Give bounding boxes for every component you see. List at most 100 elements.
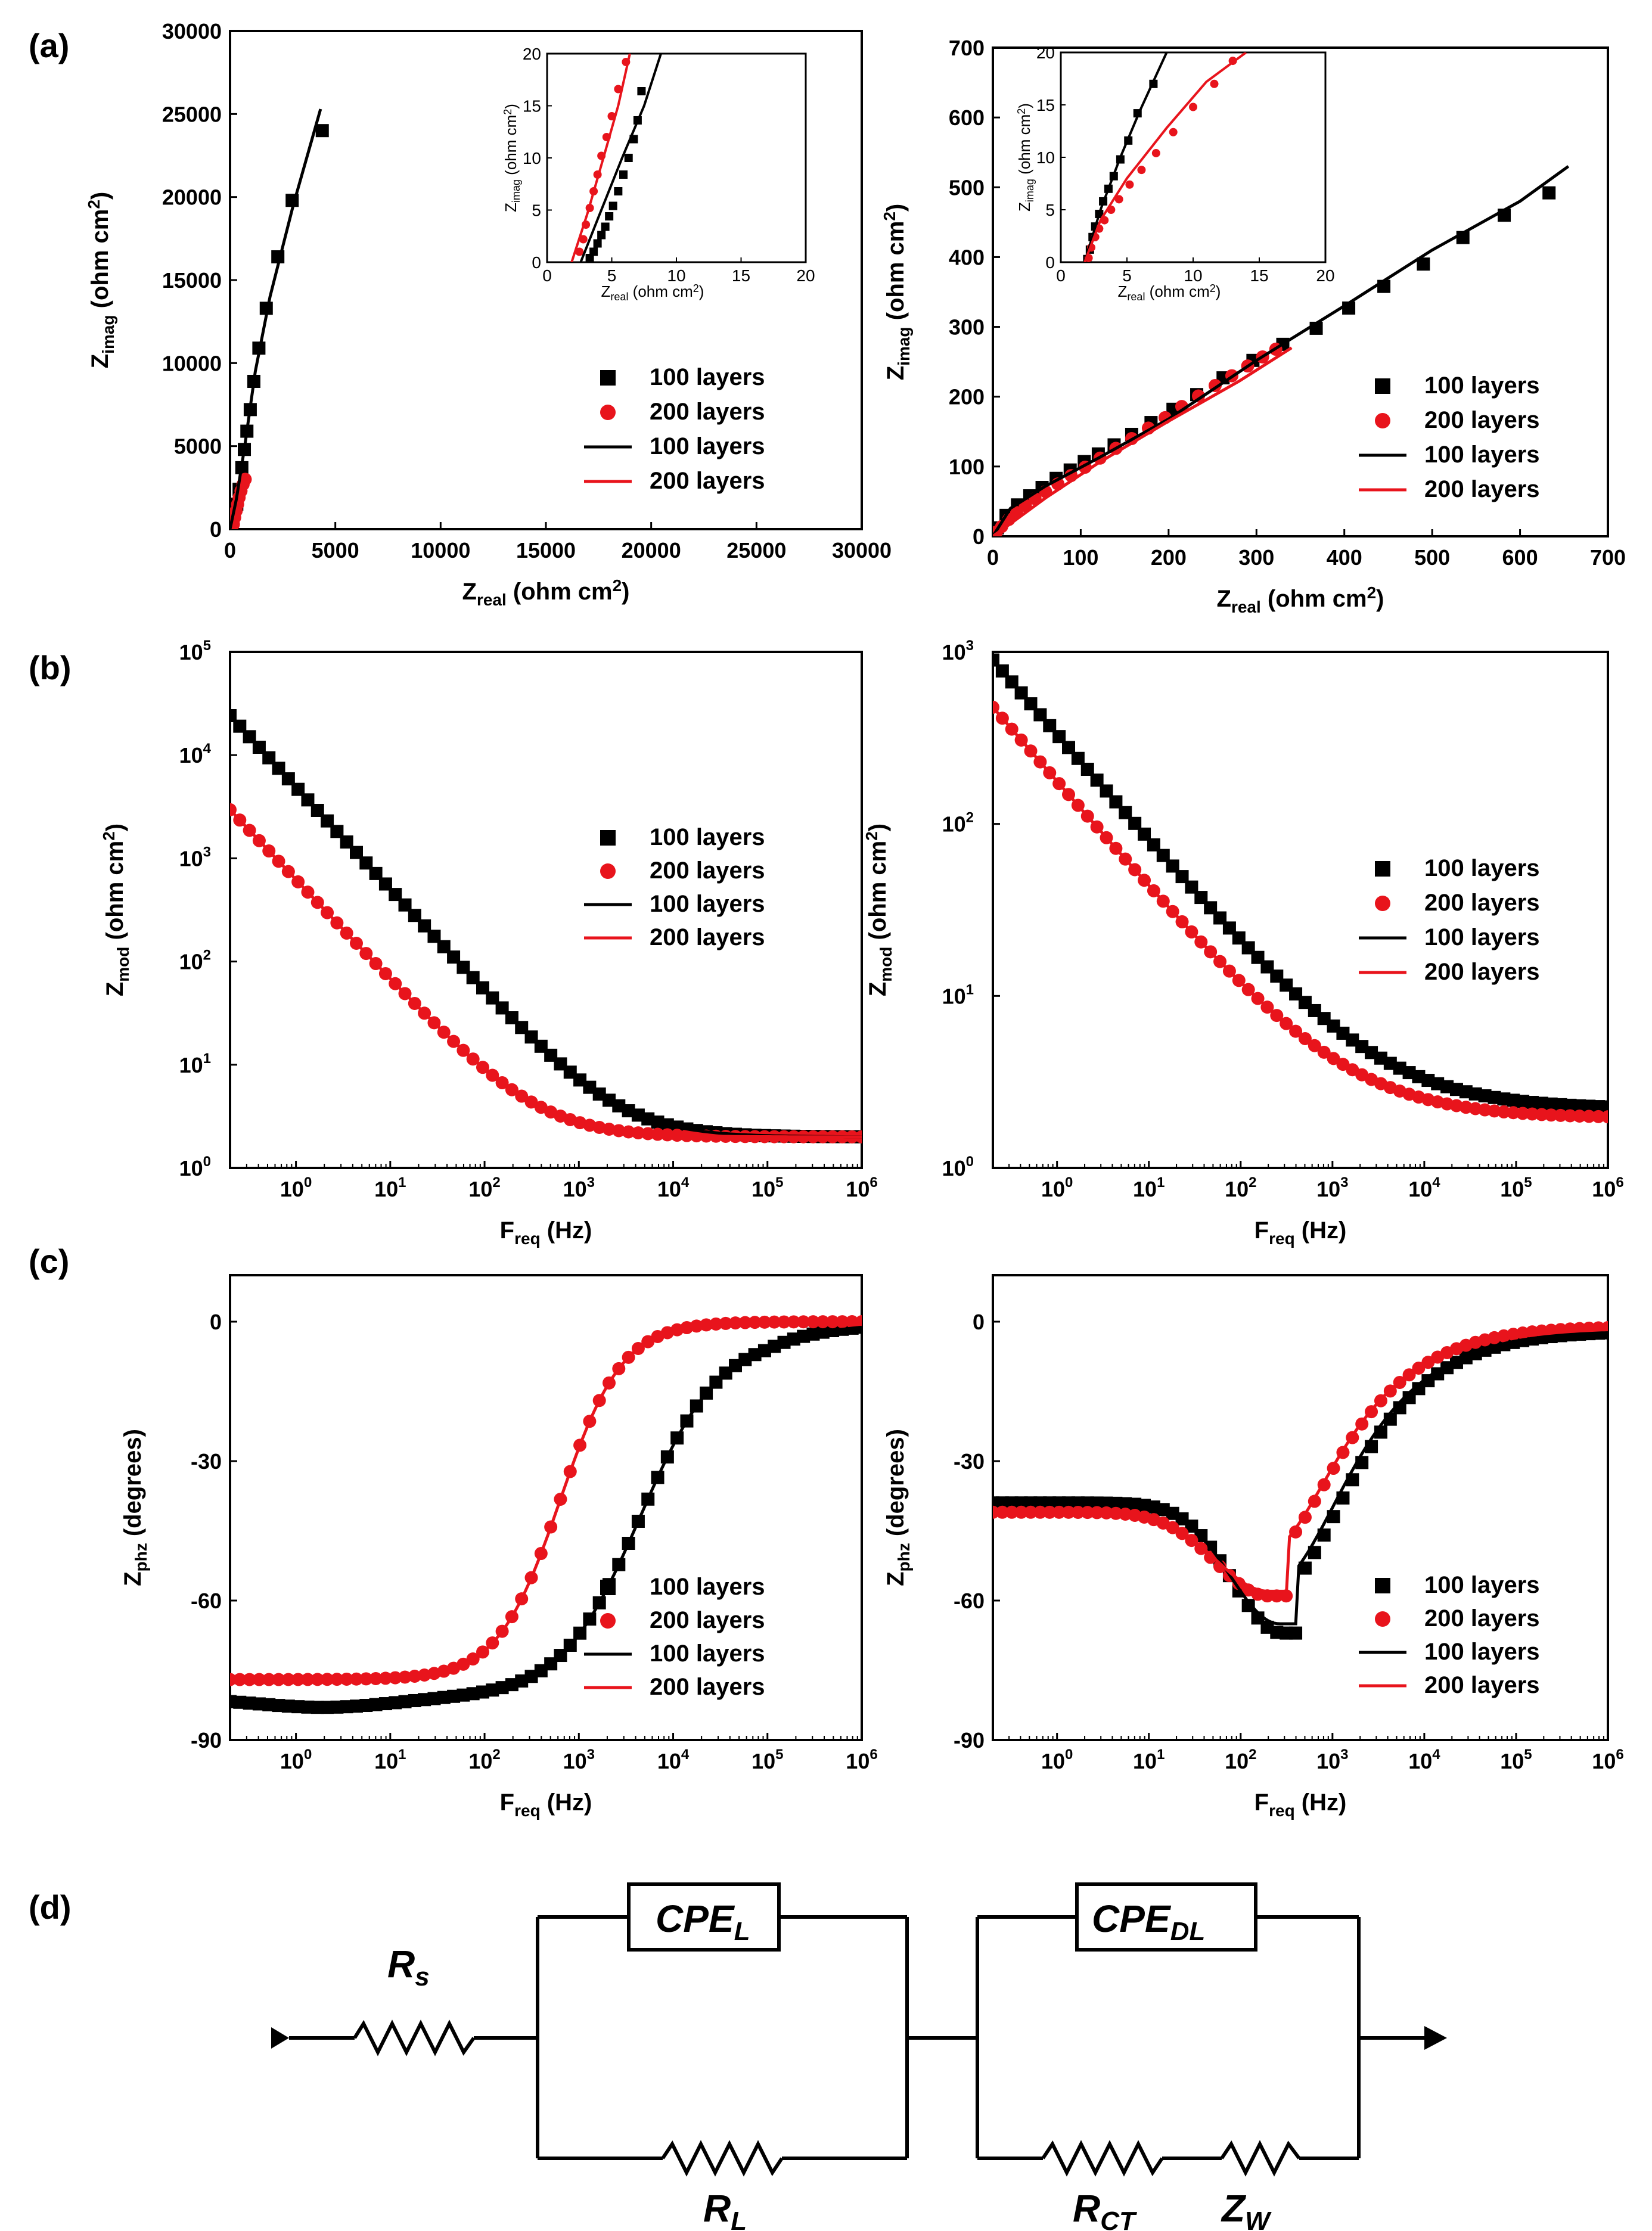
axis-title-sup: 2 — [693, 282, 699, 294]
axis-title-unit: (Hz) — [541, 1217, 592, 1244]
x-tick-base: 10 — [1133, 1177, 1157, 1201]
marker-circle — [1125, 180, 1134, 189]
y-tick-label: 0 — [973, 1310, 985, 1334]
axis-title-end: ) — [87, 192, 113, 200]
y-tick-label: 100 — [179, 1154, 211, 1180]
legend: 100 layers 200 layers 100 layers 200 layers — [1359, 1572, 1540, 1698]
axis-title-sub: mod — [114, 947, 132, 982]
x-tick-base: 10 — [846, 1177, 870, 1201]
x-tick-base: 10 — [1225, 1177, 1249, 1201]
marker-circle — [600, 1613, 616, 1629]
axis-title: Zreal (ohm cm2) — [1217, 583, 1384, 616]
y-tick-exp: 1 — [966, 981, 974, 998]
y-tick-label: 104 — [179, 741, 212, 768]
x-tick-exp: 2 — [492, 1747, 500, 1763]
label-zw: ZW — [1221, 2187, 1272, 2231]
inset-y-label: 20 — [523, 45, 541, 63]
axis-title-main: Z — [883, 366, 909, 380]
marker-square — [637, 87, 646, 95]
legend-label: 200 layers — [650, 468, 765, 494]
x-tick-exp: 5 — [775, 1174, 783, 1191]
plot-frame — [992, 46, 1609, 537]
marker-square — [993, 653, 999, 667]
legend-label: 200 layers — [650, 924, 765, 950]
axis-title-sup: 2 — [1367, 583, 1377, 602]
axis-title-main: Z — [601, 282, 611, 300]
x-tick-base: 10 — [1133, 1749, 1157, 1773]
marker-square — [1241, 1599, 1255, 1612]
marker-square — [1375, 378, 1390, 394]
x-tick-label: 106 — [846, 1174, 877, 1201]
chart-b_left: 100 101 102 103 104 105 106100101102103104105F… — [100, 638, 878, 1248]
axis-title-main: Z — [120, 1571, 146, 1586]
series-line — [230, 809, 862, 1139]
legend-label: 100 layers — [650, 1574, 765, 1600]
marker-circle — [1375, 413, 1390, 428]
axis-title-sub: real — [477, 591, 507, 609]
plot-frame — [992, 651, 1609, 1169]
inset-y-label: 0 — [532, 253, 541, 272]
inset-y-label: 20 — [1036, 43, 1055, 62]
x-tick-label: 105 — [752, 1174, 783, 1201]
marker-square — [1417, 257, 1430, 271]
axis-title-unit: (Hz) — [1295, 1217, 1347, 1244]
label-cpe-dl: CPEDL — [1092, 1897, 1205, 1946]
x-tick-label: 101 — [374, 1747, 406, 1773]
x-tick-label: 102 — [468, 1747, 500, 1773]
x-tick-exp: 0 — [304, 1174, 312, 1191]
x-tick-label: 102 — [1225, 1747, 1256, 1773]
input-arrow-icon — [271, 2027, 289, 2049]
series-line — [993, 346, 1293, 536]
axis-title: Zmod (ohm cm2) — [100, 824, 132, 996]
plot-area — [993, 165, 1570, 536]
axis-title-unit: (ohm cm — [502, 115, 520, 179]
y-tick-exp: 1 — [203, 1051, 211, 1067]
x-tick-base: 10 — [1500, 1177, 1524, 1201]
axis-title-main: F — [1254, 1789, 1269, 1816]
y-tick-label: -30 — [191, 1449, 222, 1474]
marker-square — [624, 154, 633, 162]
y-tick-label: 0 — [210, 1310, 222, 1334]
inset-y-label: 0 — [1045, 253, 1055, 272]
legend-label: 100 layers — [650, 1640, 765, 1667]
axis-title-unit: (ohm cm — [1261, 586, 1367, 612]
inset-y-label: 5 — [1045, 201, 1055, 219]
axis-title-main: Z — [865, 982, 891, 996]
marker-square — [600, 370, 616, 386]
x-tick-label: 103 — [1316, 1174, 1348, 1201]
x-tick-label: 400 — [1327, 545, 1362, 570]
marker-square — [608, 201, 617, 210]
axis-title-sup: 2 — [100, 831, 118, 841]
x-tick-label: 30000 — [832, 538, 892, 563]
axis-title-unit: (ohm cm — [883, 221, 909, 327]
legend-label: 200 layers — [1424, 1605, 1540, 1632]
legend-label: 100 layers — [1424, 1639, 1540, 1665]
axis-title-unit: (ohm cm — [1016, 114, 1033, 179]
marker-square — [619, 170, 628, 179]
axis-title-sub: real — [1127, 291, 1145, 303]
series-line — [993, 706, 1608, 1118]
axis-title-end: ) — [1216, 282, 1221, 300]
x-tick-label: 600 — [1502, 545, 1538, 570]
plot-area — [230, 108, 329, 529]
axis-title-unit: (degrees) — [120, 1429, 146, 1543]
x-tick-label: 104 — [657, 1174, 690, 1201]
plot-area — [993, 653, 1608, 1124]
inset-series-line — [1083, 52, 1247, 262]
x-tick-exp: 3 — [1340, 1174, 1348, 1191]
legend-label: 200 layers — [650, 857, 765, 884]
y-tick-exp: 3 — [203, 844, 211, 860]
series-line — [993, 1326, 1608, 1593]
y-tick-label: -90 — [191, 1728, 222, 1753]
legend: 100 layers 200 layers 100 layers 200 layers — [584, 364, 765, 494]
y-tick-label: 101 — [179, 1051, 211, 1077]
y-tick-label: 10000 — [162, 351, 222, 375]
axis-title: Zmod (ohm cm2) — [862, 824, 895, 996]
y-tick-base: 10 — [942, 1156, 966, 1180]
axis-title-sub: imag — [1024, 179, 1036, 202]
x-tick-label: 300 — [1238, 545, 1274, 570]
x-tick-base: 10 — [468, 1177, 492, 1201]
axis-title: Freq (Hz) — [1254, 1789, 1347, 1820]
